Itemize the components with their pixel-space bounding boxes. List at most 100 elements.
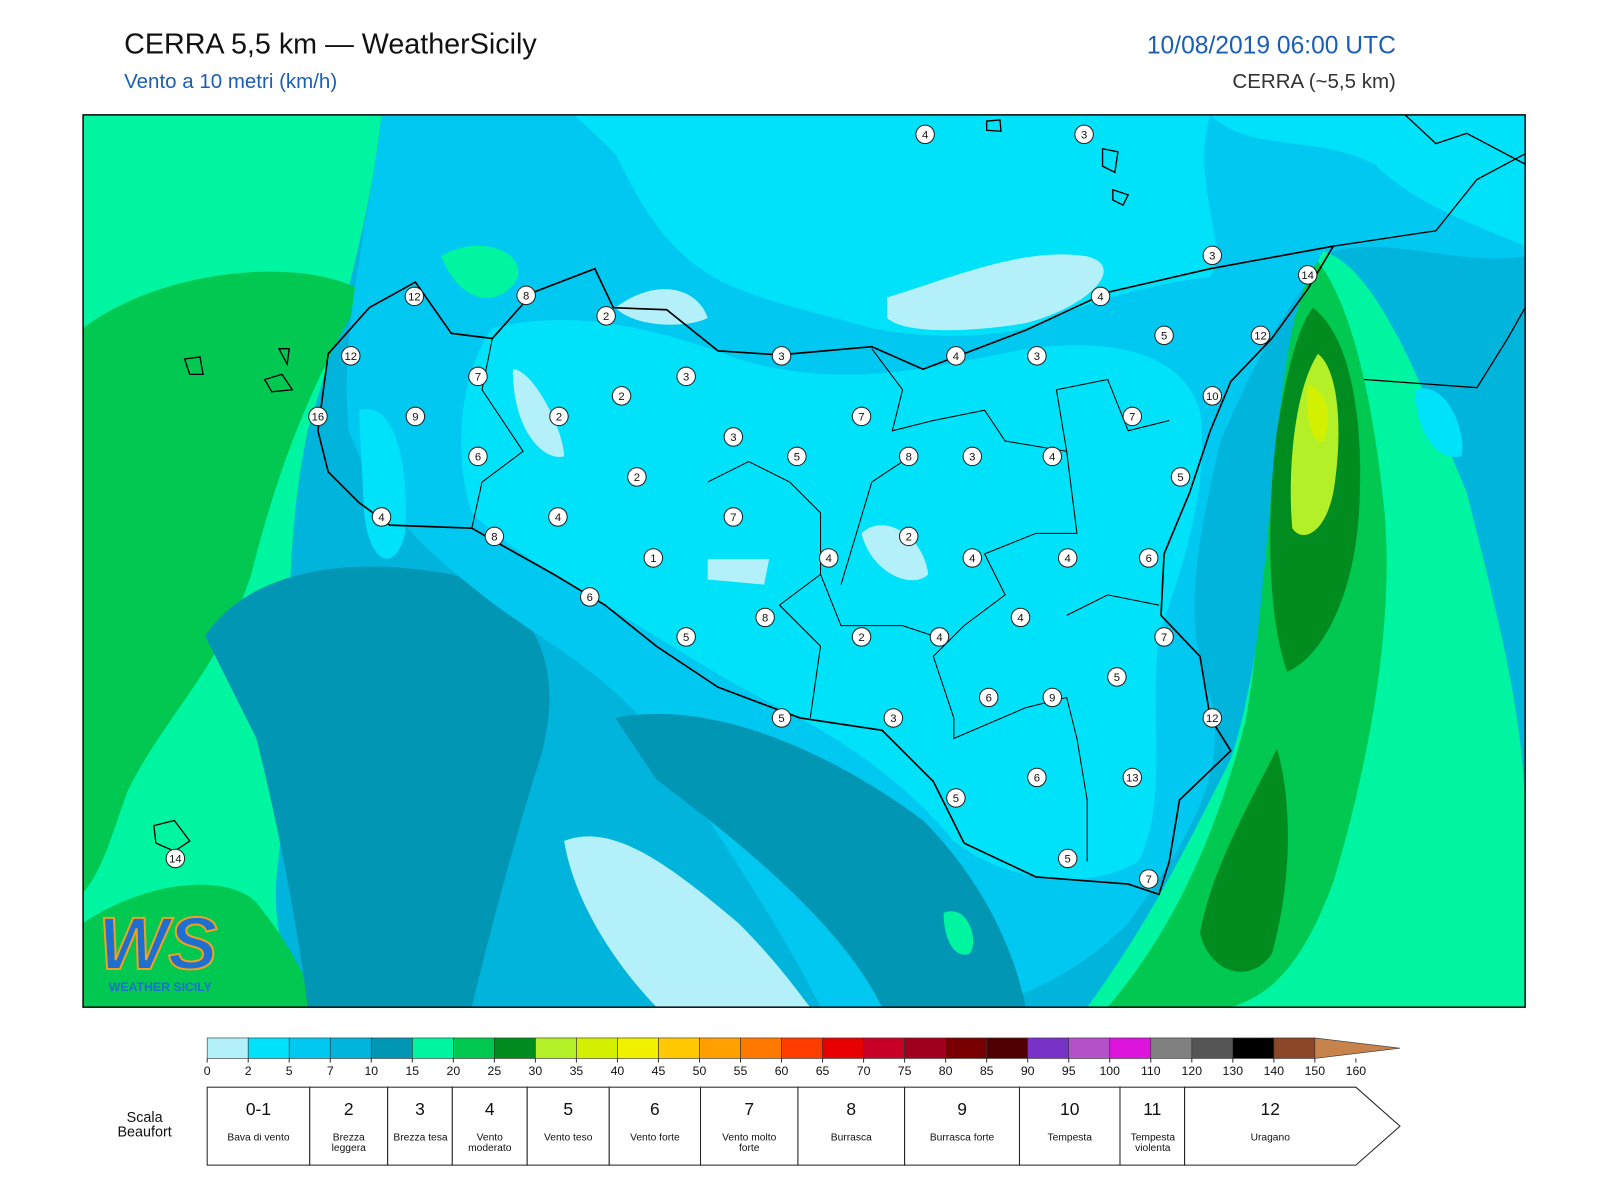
scale-cell: [1109, 1037, 1152, 1059]
beaufort-name: Uragano: [1250, 1133, 1290, 1144]
beaufort-force: 3: [415, 1099, 425, 1119]
station-value: 3: [969, 452, 975, 464]
station-marker: [1138, 548, 1159, 568]
station-marker: [771, 708, 792, 728]
scale-tick-label: 100: [1099, 1064, 1120, 1078]
station-value: 5: [794, 452, 800, 464]
station-marker: [549, 406, 569, 427]
station-value: 6: [587, 592, 593, 604]
station-value: 7: [1129, 412, 1135, 424]
scale-cell: [370, 1037, 413, 1059]
station-value: 4: [1017, 613, 1023, 625]
station-marker: [676, 366, 696, 387]
scale-tick-label: 5: [286, 1064, 293, 1078]
station-marker: [516, 285, 536, 306]
station-marker: [1154, 325, 1174, 346]
station-marker: [818, 548, 839, 568]
beaufort-name: Brezza leggera: [331, 1133, 366, 1154]
station-marker: [468, 366, 488, 387]
station-value: 8: [523, 290, 529, 302]
station-value: 2: [858, 632, 864, 644]
station-value: 6: [1146, 553, 1152, 565]
logo-name: WEATHER SICILY: [109, 980, 212, 994]
beaufort-cell: [608, 1086, 702, 1166]
scale-tick-label: 10: [364, 1064, 378, 1078]
beaufort-force: 10: [1060, 1099, 1080, 1119]
beaufort-force: 7: [744, 1099, 754, 1119]
scale-cell: [781, 1037, 823, 1059]
beaufort-cell: [1184, 1086, 1401, 1166]
scale-tick-label: 45: [652, 1064, 666, 1078]
station-marker: [548, 507, 568, 527]
station-marker: [929, 627, 950, 647]
beaufort-scale: Scala Beaufort 0-1 Bava di vento 2 Brezza le…: [117, 1086, 1401, 1166]
scale-tick-label: 25: [488, 1064, 502, 1078]
station-marker: [723, 427, 744, 447]
scale-tick-label: 30: [529, 1064, 543, 1078]
station-marker: [341, 346, 361, 366]
station-value: 7: [730, 512, 736, 524]
station-marker: [1122, 767, 1143, 788]
beaufort-label: Scala Beaufort: [117, 1109, 172, 1140]
scale-cell: [699, 1037, 741, 1059]
station-value: 1: [650, 553, 656, 565]
scale-tick-label: 90: [1021, 1064, 1035, 1078]
beaufort-name-box: Brezza leggera: [331, 1133, 366, 1154]
station-marker: [1202, 708, 1223, 728]
beaufort-cell: [797, 1086, 906, 1166]
station-marker: [883, 708, 904, 728]
beaufort-cell: [387, 1086, 453, 1166]
station-value: 12: [408, 292, 421, 304]
station-value: 4: [1065, 553, 1071, 565]
station-marker: [468, 446, 488, 467]
station-marker: [946, 788, 966, 808]
scale-cell: [986, 1037, 1028, 1059]
beaufort-name-box: Bava di vento: [227, 1133, 289, 1143]
station-marker: [1042, 687, 1063, 708]
scale-tick-label: 95: [1062, 1064, 1076, 1078]
station-marker: [1107, 667, 1127, 687]
scale-tick-label: 35: [570, 1064, 584, 1078]
station-value: 3: [1209, 250, 1215, 262]
station-value: 6: [475, 452, 481, 464]
beaufort-cell: [451, 1086, 528, 1166]
station-marker: [580, 587, 600, 607]
scale-tick-label: 7: [327, 1064, 334, 1078]
scale-cell: [411, 1037, 454, 1059]
scale-cell: [535, 1037, 577, 1059]
station-marker: [1202, 245, 1223, 266]
station-value: 2: [603, 311, 609, 323]
station-value: 12: [1206, 713, 1219, 725]
station-marker: [627, 467, 647, 487]
station-value: 4: [953, 351, 959, 363]
beaufort-name: Vento molto forte: [722, 1133, 777, 1154]
station-value: 6: [1034, 773, 1040, 785]
station-marker: [1090, 286, 1111, 307]
station-marker: [611, 386, 632, 406]
station-marker: [676, 627, 696, 647]
station-marker: [1074, 124, 1094, 145]
station-marker: [1057, 848, 1078, 869]
station-value: 2: [556, 412, 562, 424]
scale-tick-label: 150: [1305, 1064, 1326, 1078]
station-value: 4: [969, 553, 975, 565]
station-value: 7: [858, 412, 864, 424]
beaufort-name: Burrasca forte: [929, 1133, 995, 1144]
station-value: 2: [618, 391, 624, 403]
scale-cell: [576, 1037, 618, 1059]
beaufort-force: 8: [846, 1099, 856, 1119]
station-value: 16: [312, 412, 325, 424]
beaufort-force: 0-1: [246, 1099, 271, 1119]
station-marker: [898, 446, 919, 467]
station-value: 3: [730, 432, 736, 444]
scale-cell: [863, 1037, 905, 1059]
station-marker: [1170, 467, 1191, 487]
scale-tick-label: 20: [446, 1064, 460, 1078]
station-value: 4: [555, 512, 561, 524]
station-marker: [165, 848, 186, 869]
datetime: 10/08/2019 06:00 UTC: [1147, 32, 1396, 59]
scale-tick-label: 0: [204, 1064, 211, 1078]
station-value: 7: [1146, 874, 1152, 886]
